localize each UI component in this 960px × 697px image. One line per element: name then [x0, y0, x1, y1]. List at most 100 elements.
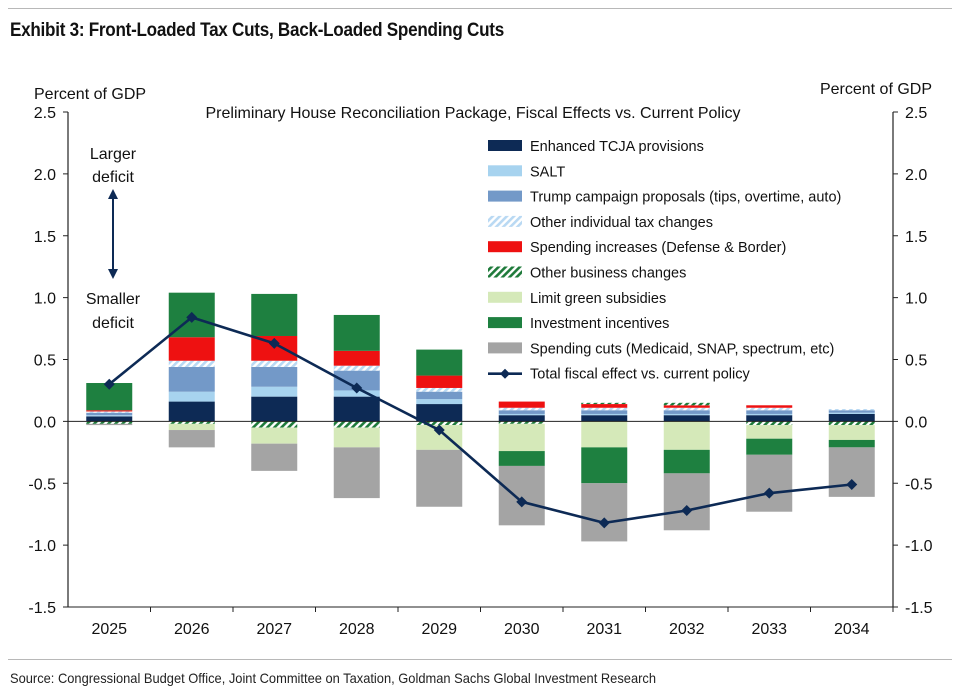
x-tick-label: 2028 [339, 621, 375, 638]
bar-2033-series-3 [746, 407, 793, 411]
bar-2031-series-6 [581, 421, 628, 448]
bar-2027-series-3 [251, 360, 298, 367]
bar-2026-series-4 [168, 337, 215, 361]
legend-swatch-1 [488, 165, 522, 177]
bar-2026-series-1 [168, 391, 215, 402]
bar-2033-series-5 [746, 421, 793, 426]
bar-2028-series-6 [333, 427, 380, 448]
legend-label-6: Limit green subsidies [530, 291, 666, 307]
legend-label-total: Total fiscal effect vs. current policy [530, 367, 750, 383]
legend-swatch-8 [488, 342, 522, 354]
total-line-marker-2029 [433, 424, 445, 436]
bar-2030-series-5 [498, 421, 545, 424]
source-note: Source: Congressional Budget Office, Joi… [10, 670, 657, 686]
total-line-marker-2027 [268, 337, 280, 349]
total-line-marker-2034 [846, 478, 858, 490]
bar-2033-series-2 [746, 410, 793, 414]
bar-2030-series-1 [498, 413, 545, 416]
right-tick-label: -0.5 [905, 476, 933, 493]
total-line-marker-2030 [516, 496, 528, 508]
bar-2025-series-3 [86, 411, 133, 413]
left-tick-label: -1.0 [28, 538, 56, 555]
left-tick-label: -1.5 [28, 600, 56, 617]
bar-2029-series-1 [416, 399, 463, 405]
bar-2031-series-7 [581, 447, 628, 484]
bar-2028-series-7 [333, 314, 380, 351]
bar-2025-series-2 [86, 412, 133, 416]
bar-2027-series-7 [251, 293, 298, 336]
bar-2028-series-8 [333, 447, 380, 499]
bar-2026-series-8 [168, 430, 215, 448]
bar-2027-series-0 [251, 396, 298, 422]
bar-2031-series-3 [581, 407, 628, 411]
bar-2029-series-7 [416, 349, 463, 376]
bar-2033-series-7 [746, 438, 793, 455]
annotation-deficit-top: deficit [92, 169, 134, 186]
right-tick-label: 1.0 [905, 291, 927, 308]
bar-2025-series-8 [86, 423, 133, 426]
bar-2025-series-4 [86, 410, 133, 412]
legend-label-0: Enhanced TCJA provisions [530, 139, 704, 155]
chart: 2.5 2.5 2.0 2.0 1.5 1.5 1.0 1.0 0.5 0.5 0.0 0.0 -0.5… [28, 81, 932, 638]
annotation-deficit-bottom: deficit [92, 315, 134, 332]
bar-2027-series-2 [251, 366, 298, 387]
total-line [108, 316, 852, 525]
x-tick-label: 2030 [504, 621, 540, 638]
legend-swatch-2 [488, 190, 522, 202]
annotation-smaller: Smaller [86, 291, 141, 308]
bar-2027-series-5 [251, 421, 298, 428]
bar-2033-series-0 [746, 415, 793, 422]
labels-group: Percent of GDP Percent of GDP Preliminary … [34, 81, 932, 332]
left-tick-label: 2.0 [34, 167, 56, 184]
bar-2032-series-3 [663, 407, 710, 411]
bar-2034-series-6 [828, 425, 875, 440]
x-tick-label: 2029 [421, 621, 457, 638]
bar-2033-series-8 [746, 454, 793, 512]
bar-2034-series-7 [828, 439, 875, 448]
legend-label-5: Other business changes [530, 266, 686, 282]
x-tick-label: 2033 [751, 621, 787, 638]
bar-2034-series-1 [828, 412, 875, 414]
legend-swatch-0 [488, 140, 522, 151]
legend-swatch-7 [488, 317, 522, 329]
annotation-arrow-up [108, 189, 118, 199]
bar-2034-series-3 [828, 409, 875, 411]
x-tick-label: 2031 [586, 621, 622, 638]
bar-2029-series-0 [416, 404, 463, 422]
bar-2029-series-3 [416, 387, 463, 392]
bar-2028-series-1 [333, 390, 380, 397]
top-rule [8, 8, 952, 9]
bar-2025-series-5 [86, 421, 133, 424]
right-tick-label: 2.5 [905, 105, 927, 122]
bar-2034-series-5 [828, 421, 875, 426]
left-tick-label: 1.0 [34, 291, 56, 308]
bar-2029-series-4 [416, 375, 463, 388]
bar-2033-series-6 [746, 425, 793, 439]
bar-2025-series-1 [86, 415, 133, 417]
bar-2033-series-4 [746, 405, 793, 408]
bar-2034-series-2 [828, 410, 875, 413]
line-layer [103, 311, 858, 529]
left-tick-label: -0.5 [28, 476, 56, 493]
bottom-rule [8, 659, 952, 660]
bar-2031-series-1 [581, 413, 628, 416]
bar-2031-series-4 [581, 404, 628, 408]
bar-2029-series-5 [416, 421, 463, 426]
bar-2027-series-8 [251, 443, 298, 471]
right-tick-label: -1.0 [905, 538, 933, 555]
annotation-larger: Larger [90, 146, 137, 163]
annotation-arrow-down [108, 269, 118, 279]
bar-2030-series-8 [498, 465, 545, 526]
bar-2029-series-8 [416, 449, 463, 507]
x-tick-label: 2027 [256, 621, 292, 638]
axes-group: 2.5 2.5 2.0 2.0 1.5 1.5 1.0 1.0 0.5 0.5 0.0 0.0 -0.5… [28, 105, 932, 638]
bar-2026-series-2 [168, 366, 215, 392]
legend-swatch-6 [488, 291, 522, 303]
legend-label-3: Other individual tax changes [530, 215, 713, 231]
legend-swatch-3 [488, 215, 522, 227]
left-axis-title: Percent of GDP [34, 86, 146, 103]
exhibit-title: Exhibit 3: Front-Loaded Tax Cuts, Back-L… [10, 20, 504, 41]
total-line-marker-2031 [598, 517, 610, 529]
left-tick-label: 0.5 [34, 353, 56, 370]
bar-2032-series-6 [663, 421, 710, 450]
